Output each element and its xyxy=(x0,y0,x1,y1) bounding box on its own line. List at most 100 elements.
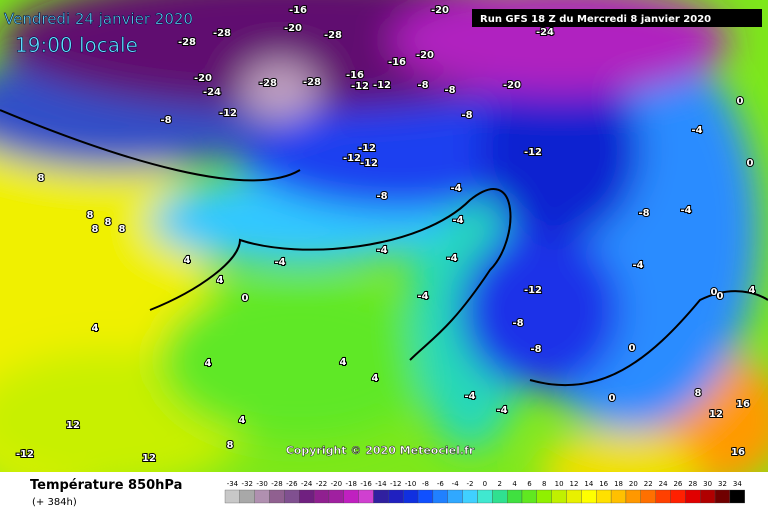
temperature-label: -4 xyxy=(496,405,507,416)
legend-swatch xyxy=(462,489,478,504)
legend-value: 12 xyxy=(570,480,579,488)
temperature-label: -8 xyxy=(417,80,428,91)
map-labels: -16-20-28-28 -28-20-24-20-24-28 -28-16-12-… xyxy=(15,4,757,465)
temperature-label: -8 xyxy=(160,115,171,126)
temperature-label: 4 xyxy=(372,373,379,384)
legend-swatch xyxy=(358,489,374,504)
footer-lead: (+ 384h) xyxy=(32,497,77,508)
legend-value: 6 xyxy=(527,480,532,488)
temperature-label: 12 xyxy=(142,453,156,464)
temperature-label: -16 xyxy=(388,57,406,68)
legend-value: 30 xyxy=(703,480,712,488)
legend-swatch xyxy=(343,489,359,504)
temperature-label: -20 xyxy=(416,50,434,61)
legend-swatch xyxy=(625,489,641,504)
legend-swatch xyxy=(299,489,315,504)
run-info: Run GFS 18 Z du Mercredi 8 janvier 2020 xyxy=(480,14,711,25)
temperature-label: 8 xyxy=(227,440,234,451)
legend-value: -20 xyxy=(331,480,342,488)
temperature-label: -28 xyxy=(178,37,196,48)
temperature-label: -12 xyxy=(219,108,237,119)
temperature-label: 8 xyxy=(87,210,94,221)
legend-value: -8 xyxy=(422,480,429,488)
legend-swatch xyxy=(700,489,716,504)
legend-value: 14 xyxy=(584,480,593,488)
legend-swatch xyxy=(536,489,552,504)
temperature-label: -16 xyxy=(289,5,307,16)
legend-swatch xyxy=(328,489,344,504)
temperature-label: 0 xyxy=(609,393,616,404)
legend-swatch xyxy=(447,489,463,504)
legend-swatch xyxy=(610,489,627,504)
temperature-label: -4 xyxy=(680,205,691,216)
legend-value: 16 xyxy=(599,480,608,488)
temperature-label: 4 xyxy=(340,357,347,368)
legend-value: -28 xyxy=(271,480,282,488)
isotherm xyxy=(529,290,768,387)
temperature-label: -8 xyxy=(530,344,541,355)
legend-value: -10 xyxy=(405,480,416,488)
temperature-label: 8 xyxy=(695,388,702,399)
temperature-label: -12 xyxy=(360,158,378,169)
temperature-label: 12 xyxy=(66,420,80,431)
temperature-label: -12 xyxy=(358,143,376,154)
temperature-label: -12 xyxy=(524,147,542,158)
legend-value: 24 xyxy=(659,480,668,488)
temperature-label: -4 xyxy=(274,257,285,268)
legend: -34 -32 -30 -28 -26 -24 -22 -20 -18 -16 -14 -12 -10-… xyxy=(224,480,745,504)
legend-value: 32 xyxy=(718,480,727,488)
legend-swatch xyxy=(596,489,612,504)
legend-value: -26 xyxy=(286,480,298,488)
temperature-label: -28 xyxy=(259,78,277,89)
legend-value: 0 xyxy=(483,480,487,488)
legend-swatch xyxy=(492,489,508,504)
legend-swatch xyxy=(729,489,745,504)
footer-title: Température 850hPa xyxy=(30,478,182,493)
legend-value: 10 xyxy=(555,480,564,488)
temperature-label: -4 xyxy=(691,125,702,136)
temperature-label: -12 xyxy=(351,81,369,92)
temperature-label: -28 xyxy=(324,30,342,41)
temperature-label: 16 xyxy=(731,447,745,458)
legend-value: -30 xyxy=(256,480,267,488)
temperature-label: 4 xyxy=(239,415,246,426)
legend-swatch xyxy=(521,489,538,504)
temperature-label: 8 xyxy=(105,217,112,228)
legend-swatch xyxy=(239,489,255,504)
legend-value: -4 xyxy=(452,480,460,488)
temperature-label: -8 xyxy=(444,85,455,96)
temperature-label: -24 xyxy=(536,27,554,38)
date: Vendredi 24 janvier 2020 xyxy=(4,10,193,28)
temperature-label: -28 xyxy=(303,77,321,88)
legend-swatch xyxy=(284,489,300,504)
temperature-label: -16 xyxy=(346,70,364,81)
temperature-label: -4 xyxy=(632,260,643,271)
legend-value: -22 xyxy=(316,480,327,488)
temperature-label: 8 xyxy=(38,173,45,184)
legend-swatch xyxy=(581,489,597,504)
temperature-label: 16 xyxy=(736,399,750,410)
legend-swatch xyxy=(388,489,404,504)
legend-swatch xyxy=(403,489,419,504)
copyright: Copyright © 2020 Meteociel.fr xyxy=(286,444,475,457)
temperature-label: -8 xyxy=(376,191,387,202)
temperature-label: -8 xyxy=(461,110,472,121)
temperature-label: -28 xyxy=(213,28,231,39)
temperature-label: -4 xyxy=(464,391,475,402)
legend-swatch xyxy=(655,489,671,504)
legend-swatch xyxy=(477,489,493,504)
legend-value: 2 xyxy=(497,480,501,488)
legend-swatch xyxy=(373,489,389,504)
temperature-label: 0 xyxy=(747,158,754,169)
temperature-label: 0 xyxy=(242,293,249,304)
legend-value: 34 xyxy=(733,480,742,488)
legend-value: 22 xyxy=(644,480,653,488)
temperature-label: -12 xyxy=(343,153,361,164)
temperature-label: -20 xyxy=(284,23,302,34)
temperature-label: 0 xyxy=(737,96,744,107)
temperature-label: -12 xyxy=(373,80,391,91)
temperature-label: -20 xyxy=(194,73,212,84)
legend-value: -16 xyxy=(360,480,372,488)
